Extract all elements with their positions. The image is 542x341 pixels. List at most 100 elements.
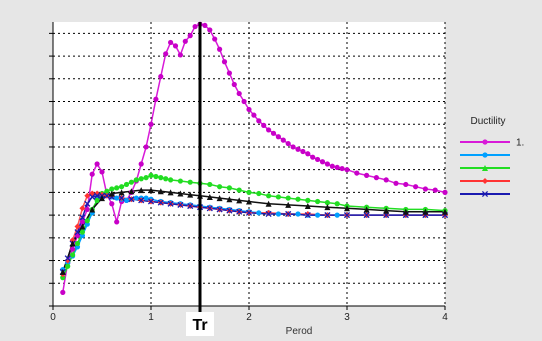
data-point-s5-27 bbox=[402, 208, 409, 215]
data-point-s0-65 bbox=[413, 184, 419, 190]
data-point-s1-29 bbox=[256, 210, 262, 216]
data-point-s4-3 bbox=[74, 229, 81, 236]
data-point-s1-33 bbox=[295, 211, 301, 217]
data-point-s5-15 bbox=[206, 193, 213, 200]
data-point-s0-26 bbox=[187, 33, 193, 39]
legend-marker-1 bbox=[482, 152, 488, 158]
data-point-s5-8 bbox=[138, 187, 145, 194]
data-point-s4-11 bbox=[118, 195, 125, 202]
data-point-s0-63 bbox=[393, 180, 399, 186]
data-point-s1-17 bbox=[143, 195, 149, 201]
legend-title: Ductility bbox=[470, 116, 505, 127]
data-point-s2-38 bbox=[324, 200, 330, 206]
data-point-s0-6 bbox=[89, 171, 95, 177]
data-point-s5-3 bbox=[89, 206, 96, 213]
x-tick-label-1: 1 bbox=[148, 312, 154, 323]
data-point-s5-23 bbox=[324, 204, 331, 211]
data-point-s4-30 bbox=[363, 212, 370, 219]
data-point-s0-10 bbox=[109, 201, 115, 207]
data-point-s0-29 bbox=[202, 22, 208, 29]
data-point-s5-7 bbox=[128, 188, 135, 195]
data-point-s2-7 bbox=[94, 197, 100, 203]
data-point-s5-24 bbox=[344, 205, 350, 212]
data-point-s3-3 bbox=[74, 223, 81, 230]
data-point-s0-30 bbox=[207, 27, 213, 33]
data-point-s0-55 bbox=[329, 163, 335, 169]
data-point-s2-34 bbox=[285, 195, 291, 201]
data-point-s0-8 bbox=[99, 169, 105, 175]
data-point-s0-41 bbox=[261, 122, 267, 128]
data-point-s2-3 bbox=[74, 240, 81, 247]
data-point-s5-29 bbox=[442, 208, 448, 215]
data-point-s4-24 bbox=[245, 209, 253, 216]
data-point-s0-5 bbox=[84, 206, 90, 213]
data-point-s0-54 bbox=[324, 161, 330, 167]
data-point-s5-16 bbox=[216, 195, 223, 202]
data-point-s4-9 bbox=[103, 192, 110, 199]
data-point-s0-24 bbox=[177, 52, 183, 58]
data-point-s2-11 bbox=[114, 185, 120, 191]
data-point-s2-31 bbox=[256, 190, 262, 197]
data-point-s4-4 bbox=[79, 214, 86, 221]
data-point-s3-25 bbox=[265, 209, 272, 216]
data-point-s5-0 bbox=[59, 268, 66, 275]
data-point-s0-16 bbox=[138, 161, 144, 167]
data-point-s2-30 bbox=[246, 189, 252, 195]
data-point-s3-8 bbox=[99, 191, 105, 198]
data-point-s5-18 bbox=[236, 197, 243, 204]
data-point-s2-4 bbox=[79, 229, 85, 235]
x-tick-label-4: 4 bbox=[442, 312, 448, 323]
data-point-s2-26 bbox=[207, 181, 213, 188]
data-point-s2-20 bbox=[158, 175, 164, 181]
data-point-s0-19 bbox=[153, 96, 159, 102]
data-point-s0-43 bbox=[270, 130, 277, 136]
data-point-s0-7 bbox=[94, 161, 100, 167]
data-point-s0-20 bbox=[158, 73, 164, 80]
data-point-s0-4 bbox=[79, 219, 85, 225]
data-point-s0-51 bbox=[310, 154, 316, 160]
data-point-s0-49 bbox=[300, 148, 306, 155]
data-point-s2-13 bbox=[123, 181, 130, 188]
data-point-s5-4 bbox=[99, 195, 105, 202]
data-point-s2-16 bbox=[138, 176, 144, 182]
data-point-s2-15 bbox=[133, 177, 139, 183]
data-point-s0-23 bbox=[172, 43, 179, 49]
data-point-s2-5 bbox=[84, 218, 90, 224]
data-point-s5-19 bbox=[246, 198, 252, 205]
data-point-s5-20 bbox=[265, 200, 272, 207]
data-point-s4-25 bbox=[265, 210, 272, 218]
data-point-s5-10 bbox=[157, 188, 164, 195]
data-point-s2-17 bbox=[143, 175, 149, 181]
data-point-s0-67 bbox=[432, 187, 438, 193]
data-point-s4-28 bbox=[324, 212, 331, 219]
data-point-s0-42 bbox=[266, 127, 272, 133]
data-point-s4-29 bbox=[343, 212, 351, 219]
data-point-s1-35 bbox=[315, 212, 321, 218]
data-point-s0-37 bbox=[241, 98, 247, 105]
data-point-s3-5 bbox=[84, 192, 91, 199]
legend-marker-4 bbox=[481, 190, 489, 198]
data-point-s5-22 bbox=[304, 203, 311, 210]
data-point-s0-32 bbox=[217, 46, 223, 52]
data-point-s0-45 bbox=[280, 137, 286, 143]
data-point-s4-14 bbox=[147, 198, 155, 205]
data-point-s0-34 bbox=[226, 70, 232, 76]
data-point-s4-13 bbox=[138, 197, 145, 204]
data-point-s2-18 bbox=[148, 172, 154, 178]
data-point-s1-37 bbox=[334, 212, 340, 218]
data-point-s5-5 bbox=[108, 190, 115, 197]
data-point-s2-28 bbox=[226, 185, 232, 191]
data-point-s2-36 bbox=[305, 197, 311, 203]
data-point-s4-15 bbox=[157, 199, 164, 206]
data-point-s1-31 bbox=[275, 211, 281, 217]
data-point-s4-18 bbox=[187, 202, 194, 210]
data-point-s0-44 bbox=[275, 134, 281, 140]
data-point-s2-10 bbox=[109, 186, 115, 192]
data-point-s1-11 bbox=[114, 195, 120, 201]
data-point-s0-48 bbox=[295, 146, 301, 152]
data-point-s0-33 bbox=[221, 59, 228, 65]
tr-marker: Tr bbox=[186, 22, 214, 336]
data-point-s2-2 bbox=[70, 252, 76, 258]
data-point-s0-40 bbox=[256, 118, 262, 124]
